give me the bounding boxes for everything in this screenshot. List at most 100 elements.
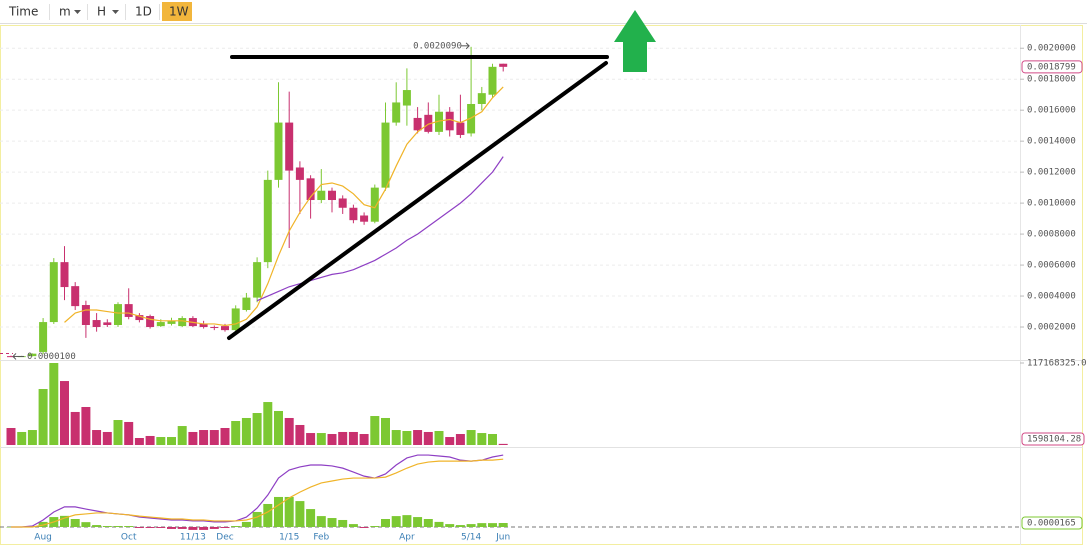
volume-bar [274, 410, 283, 445]
histogram-bar [274, 496, 283, 527]
button-bg[interactable] [52, 2, 86, 21]
candle-body [221, 326, 229, 331]
button-bg[interactable] [90, 2, 124, 21]
candle-body [71, 286, 80, 307]
histogram-bar [284, 496, 294, 527]
candle-body [60, 262, 69, 288]
candle-body [28, 353, 37, 357]
volume-bar [156, 437, 166, 445]
volume-bar [124, 421, 134, 445]
toolbar-button[interactable]: 1W [162, 2, 192, 21]
candle-body [263, 179, 272, 263]
candle-body [435, 111, 443, 132]
candle-body [295, 167, 304, 180]
volume-bar [199, 430, 209, 445]
candle-body [381, 122, 390, 188]
x-tick-label: Jun [495, 533, 510, 543]
volume-bar [434, 431, 444, 445]
volume-bar [316, 433, 326, 445]
histogram-bar [263, 503, 273, 527]
volume-bar [370, 416, 380, 445]
histogram-bar [423, 519, 433, 527]
y-tick-label: 0.0004000 [1027, 292, 1076, 302]
chart-frame [0, 25, 1083, 545]
candle-body [253, 262, 262, 298]
candle-body [124, 304, 133, 317]
candle-body [467, 103, 476, 134]
y-tick-label: 0.0016000 [1027, 106, 1076, 116]
histogram-bar [209, 526, 219, 529]
button-bg[interactable] [162, 2, 192, 21]
histogram-bar [81, 522, 91, 527]
candle-body [285, 122, 294, 171]
annotation-label: 0.0020090 [413, 41, 462, 51]
volume-bar [488, 434, 497, 445]
histogram-bar [348, 524, 358, 527]
price-tag-label: 0.0018799 [1027, 62, 1076, 72]
toolbar: Time m H 1D 1W [0, 2, 1087, 24]
toolbar-button[interactable]: m [52, 2, 86, 21]
y-tick-label: 0.0006000 [1027, 261, 1076, 271]
button-label: H [97, 5, 106, 19]
histogram-bar [60, 515, 69, 527]
candle-body [242, 297, 251, 310]
histogram-bar [359, 526, 369, 528]
volume-bar [177, 426, 187, 445]
up-arrow [614, 10, 656, 72]
candle-body [39, 322, 48, 352]
candle-body [146, 316, 155, 328]
annotation-arrowhead [12, 353, 17, 360]
drawings [227, 10, 656, 340]
histogram-bar [145, 526, 155, 528]
candle-body [360, 215, 369, 222]
button-label: 1D [135, 5, 152, 19]
y-tick-label: 117168325.00 [1027, 359, 1087, 369]
histogram-bar [124, 526, 134, 527]
candle-body [424, 114, 433, 132]
histogram-bar [252, 511, 262, 527]
volume-bar [295, 424, 305, 445]
y-tick-label: 0.0012000 [1027, 168, 1076, 178]
histogram-bar [188, 526, 198, 530]
y-tick-label: 0.0020000 [1027, 44, 1076, 54]
button-label: 1W [169, 5, 189, 19]
candle-body [456, 122, 465, 135]
candle-body [7, 356, 15, 358]
histogram-bar [306, 509, 316, 527]
volume-bar [6, 427, 16, 445]
histogram-bar [199, 526, 209, 530]
x-tick-label: Aug [34, 533, 52, 543]
volume-bar [252, 413, 262, 445]
volume-bar [231, 420, 241, 445]
candle-body [49, 262, 58, 323]
histogram-bar [445, 524, 455, 527]
y-tick-label: 0.0002000 [1027, 323, 1076, 333]
volume-bar [60, 381, 69, 445]
x-tick-label: 11/13 [180, 533, 206, 543]
histogram-bar [477, 523, 487, 527]
volume-bar [81, 406, 91, 445]
plot-area: 0.0002000 0.0004000 0.0006000 0.0008000 0.00… [0, 41, 1087, 543]
candle-body [167, 320, 176, 324]
histogram-bar [70, 519, 80, 527]
x-tick-label: 1/15 [279, 533, 299, 543]
volume-bar [167, 437, 176, 445]
volume-bar [284, 417, 294, 445]
toolbar-button[interactable]: H [90, 2, 124, 21]
volume-bar [327, 434, 337, 445]
indicator-line [256, 156, 504, 302]
volume-bar [38, 389, 48, 445]
x-tick-label: Feb [313, 533, 329, 543]
toolbar-button[interactable]: 1D [128, 2, 158, 21]
histogram-bar [381, 519, 390, 527]
toolbar-button[interactable]: Time [2, 2, 48, 21]
button-bg[interactable] [2, 2, 48, 21]
histogram-bar [402, 515, 412, 527]
histogram-bar [338, 519, 348, 527]
candle-body [199, 323, 208, 328]
x-tick-label: Dec [216, 533, 233, 543]
candle-body [156, 322, 165, 327]
button-bg[interactable] [128, 2, 158, 21]
volume-bar [466, 430, 476, 445]
